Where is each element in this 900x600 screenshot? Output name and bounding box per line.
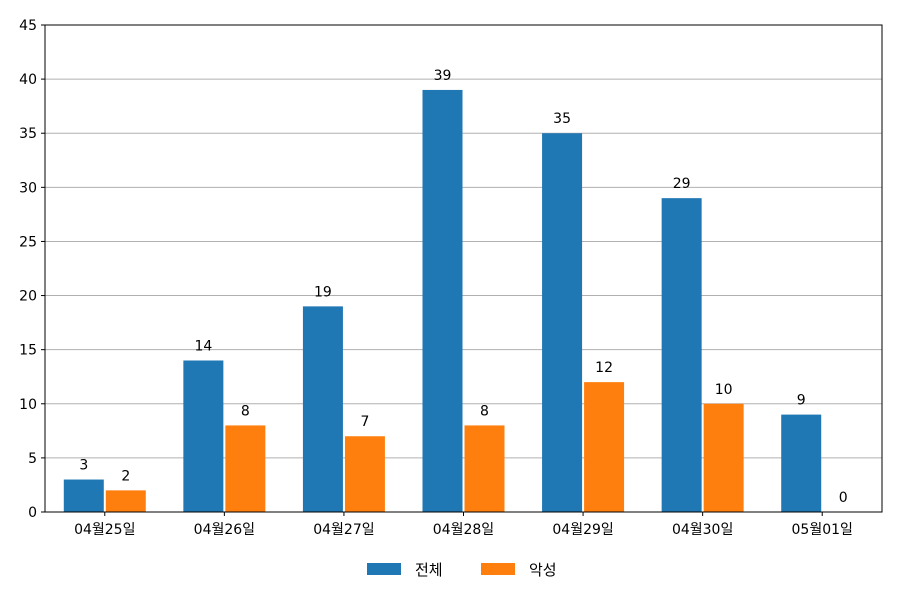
x-tick-label: 04월30일 bbox=[672, 522, 733, 538]
bar-total bbox=[302, 306, 343, 512]
y-tick-label: 5 bbox=[28, 451, 37, 467]
x-tick-label: 04월27일 bbox=[313, 522, 374, 538]
bar-malicious bbox=[584, 382, 625, 512]
y-tick-label: 10 bbox=[19, 397, 37, 413]
value-label: 0 bbox=[839, 490, 848, 506]
value-label: 7 bbox=[360, 414, 369, 430]
bar-total bbox=[661, 198, 702, 512]
legend-label: 악성 bbox=[529, 561, 557, 579]
plot-frame bbox=[44, 24, 883, 513]
y-axis: 0 5 10 15 20 25 30 35 40 45 bbox=[19, 18, 45, 521]
bar-malicious bbox=[225, 425, 266, 512]
value-label: 39 bbox=[434, 68, 452, 84]
bars bbox=[63, 89, 822, 512]
legend-swatch bbox=[367, 563, 401, 575]
value-label: 3 bbox=[79, 458, 88, 474]
value-label: 14 bbox=[194, 338, 212, 354]
value-label: 9 bbox=[797, 393, 806, 409]
bar-malicious bbox=[105, 490, 146, 512]
y-tick-label: 25 bbox=[19, 234, 37, 250]
value-label: 29 bbox=[673, 176, 691, 192]
value-label: 8 bbox=[480, 403, 489, 419]
y-tick-label: 20 bbox=[19, 289, 37, 305]
x-tick-label: 04월28일 bbox=[433, 522, 494, 538]
x-tick-label: 04월29일 bbox=[552, 522, 613, 538]
y-tick-label: 15 bbox=[19, 343, 37, 359]
bar-malicious bbox=[464, 425, 505, 512]
value-label: 35 bbox=[553, 111, 571, 127]
value-label: 8 bbox=[241, 403, 250, 419]
y-tick-label: 30 bbox=[19, 180, 37, 196]
y-tick-label: 35 bbox=[19, 126, 37, 142]
bar-malicious bbox=[703, 403, 744, 512]
bar-total bbox=[781, 414, 822, 512]
y-tick-label: 40 bbox=[19, 72, 37, 88]
y-tick-label: 0 bbox=[28, 505, 37, 521]
legend-label: 전체 bbox=[415, 561, 443, 579]
bar-malicious bbox=[344, 436, 385, 512]
x-tick-label: 04월25일 bbox=[74, 522, 135, 538]
bar-total bbox=[63, 479, 104, 512]
bar-total bbox=[542, 133, 583, 512]
value-label: 2 bbox=[121, 468, 130, 484]
x-tick-label: 05월01일 bbox=[792, 522, 853, 538]
grid-lines bbox=[45, 78, 882, 459]
legend-swatch bbox=[481, 563, 515, 575]
value-label: 10 bbox=[715, 382, 733, 398]
value-label: 12 bbox=[595, 360, 613, 376]
bar-total bbox=[422, 89, 463, 512]
bar-total bbox=[183, 360, 224, 512]
x-tick-label: 04월26일 bbox=[194, 522, 255, 538]
x-axis: 04월25일 04월26일 04월27일 04월28일 04월29일 04월30일 05월0… bbox=[74, 512, 853, 538]
value-label: 19 bbox=[314, 284, 332, 300]
legend: 전체 악성 bbox=[367, 561, 557, 579]
value-labels: 3 2 14 8 19 7 39 8 35 12 29 10 9 0 bbox=[79, 68, 847, 506]
y-tick-label: 45 bbox=[19, 18, 37, 34]
